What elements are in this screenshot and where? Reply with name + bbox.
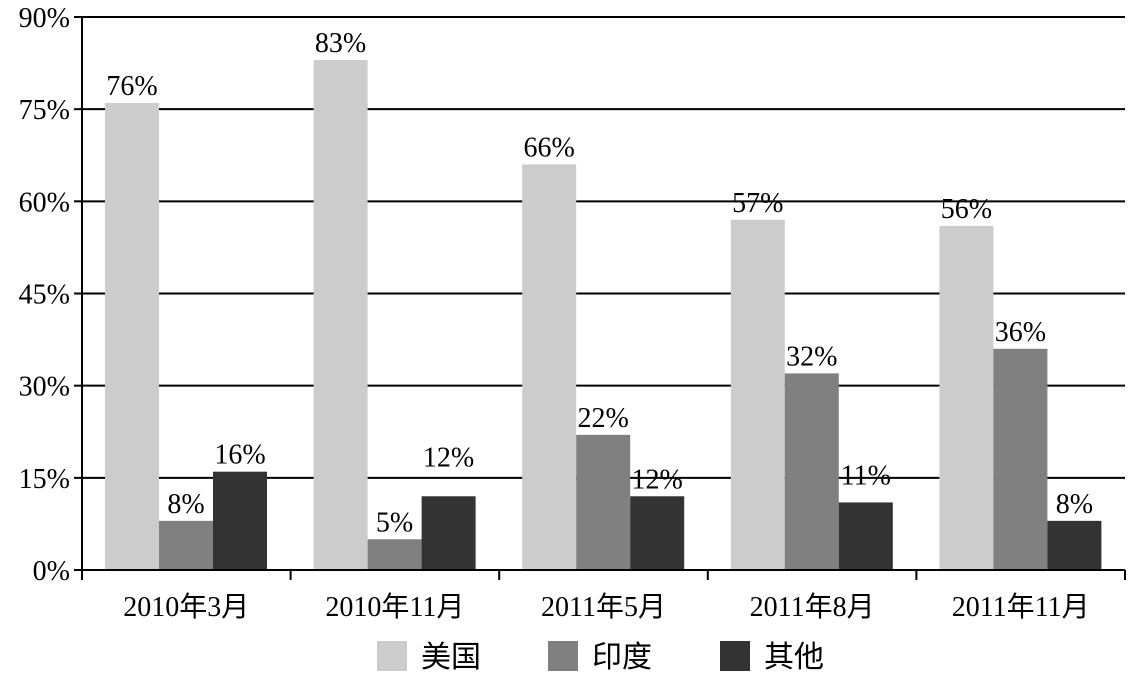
- bar: [784, 373, 839, 570]
- data-label: 12%: [632, 464, 683, 495]
- legend-label: 美国: [421, 641, 481, 674]
- bar: [838, 502, 893, 570]
- bar: [421, 496, 476, 570]
- x-tick-label: 2011年5月: [541, 591, 666, 623]
- legend-label: 印度: [592, 641, 652, 674]
- x-tick-label: 2011年8月: [750, 591, 875, 623]
- data-label: 12%: [423, 442, 474, 473]
- data-label: 22%: [578, 403, 629, 434]
- axes: 0% 15% 30% 45% 60% 75% 90% 2010年3月 2010年11月 2011年…: [19, 3, 1126, 623]
- data-label: 5%: [376, 507, 413, 538]
- data-label: 8%: [1056, 489, 1093, 520]
- bars: [105, 60, 1102, 571]
- legend-swatch: [720, 641, 750, 671]
- bar: [1047, 520, 1102, 570]
- data-label: 66%: [524, 132, 575, 163]
- bar: [313, 60, 368, 571]
- bar: [730, 219, 785, 570]
- y-tick-label: 30%: [19, 372, 70, 403]
- bar: [213, 471, 267, 570]
- data-label: 56%: [941, 194, 992, 225]
- data-label: 76%: [106, 71, 157, 102]
- bar: [993, 348, 1048, 570]
- legend: 美国 印度 其他: [377, 641, 824, 674]
- y-tick-label: 0%: [33, 556, 70, 587]
- data-labels: 76%8%16%83%5%12%66%22%12%57%32%11%56%36%…: [106, 28, 1093, 538]
- bar: [522, 164, 577, 570]
- x-tick-label: 2010年3月: [123, 591, 249, 623]
- bar: [367, 539, 422, 570]
- y-tick-label: 60%: [19, 187, 70, 218]
- x-tick-label: 2011年11月: [952, 591, 1090, 623]
- y-tick-label: 15%: [19, 464, 70, 495]
- data-label: 8%: [167, 489, 204, 520]
- bar: [630, 496, 685, 570]
- x-tick-label: 2010年11月: [325, 591, 464, 623]
- data-label: 36%: [995, 317, 1046, 348]
- data-label: 32%: [786, 341, 837, 372]
- y-tick-label: 90%: [19, 3, 70, 34]
- data-label: 83%: [315, 28, 366, 59]
- bar: [159, 520, 213, 570]
- bar: [105, 103, 159, 571]
- legend-swatch: [548, 641, 578, 671]
- data-label: 57%: [732, 188, 783, 219]
- bar: [576, 434, 631, 570]
- data-label: 16%: [214, 440, 265, 471]
- y-tick-label: 75%: [19, 95, 70, 126]
- data-label: 11%: [841, 460, 891, 491]
- y-tick-label: 45%: [19, 280, 70, 311]
- legend-label: 其他: [764, 641, 824, 674]
- legend-swatch: [377, 641, 407, 671]
- bar: [939, 225, 994, 570]
